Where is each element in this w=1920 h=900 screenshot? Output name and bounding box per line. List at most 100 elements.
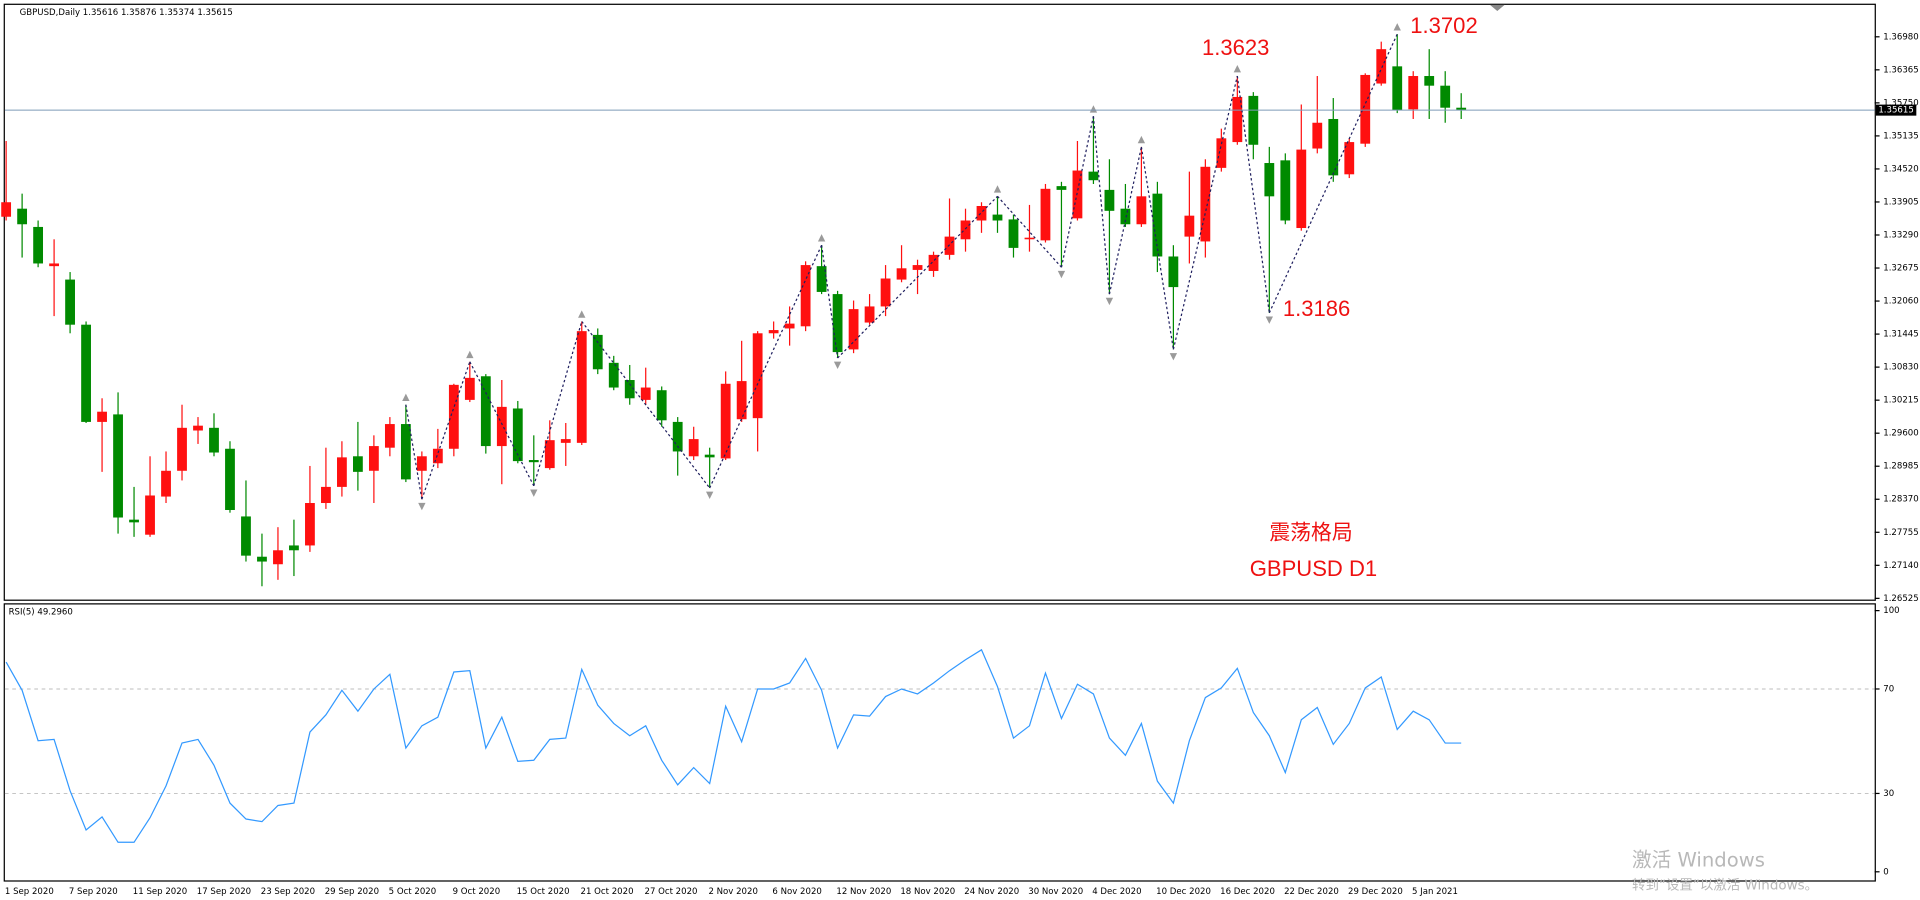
zigzag-segment [709, 244, 823, 489]
candle-body [1408, 76, 1419, 110]
candle-body [576, 331, 587, 443]
candle-body [480, 376, 491, 447]
candle-body [832, 294, 843, 353]
annotation: 震荡格局 [1269, 520, 1352, 544]
candle-body [432, 448, 443, 464]
candle-body [1056, 186, 1067, 190]
zigzag-segment [997, 195, 1062, 268]
pivot-arrow [530, 489, 538, 497]
candle-body [81, 324, 91, 422]
candle-body [992, 214, 1003, 221]
x-tick-label: 23 Sep 2020 [261, 887, 315, 897]
y-tick-label: 1.36980 [1883, 32, 1918, 42]
pivot-arrow [817, 234, 826, 242]
candle-body [1040, 188, 1051, 241]
candle-body [656, 390, 667, 421]
candle-body [1088, 171, 1099, 181]
x-tick-label: 9 Oct 2020 [453, 887, 501, 897]
x-tick-label: 22 Dec 2020 [1284, 887, 1339, 897]
candle-body [608, 362, 619, 388]
candle-body [1264, 163, 1275, 197]
candle-body [1216, 138, 1227, 168]
zigzag-segment [1108, 146, 1143, 295]
candle-body [624, 380, 635, 399]
annotation: 1.3623 [1202, 35, 1269, 60]
x-tick-label: 27 Oct 2020 [644, 887, 697, 897]
candle-body [560, 439, 571, 443]
zigzag-segment [405, 404, 423, 500]
candle-body [33, 226, 44, 264]
x-tick-label: 4 Dec 2020 [1092, 887, 1141, 897]
annotation: GBPUSD D1 [1250, 556, 1377, 581]
candle-body [1440, 85, 1451, 108]
candle-body [353, 456, 363, 472]
y-tick-label: 1.36365 [1883, 65, 1918, 75]
x-tick-label: 6 Nov 2020 [772, 887, 821, 897]
x-tick-label: 29 Sep 2020 [325, 887, 379, 897]
candle-body [1328, 118, 1339, 176]
pivot-arrow [1233, 64, 1242, 73]
rsi-title: RSI(5) 49.2960 [9, 607, 73, 617]
candle-body [113, 414, 123, 518]
x-tick-label: 21 Oct 2020 [581, 887, 634, 897]
candle-body [384, 424, 395, 448]
candle-body [896, 268, 907, 280]
x-tick-label: 10 Dec 2020 [1156, 887, 1211, 897]
zigzag-segment [820, 245, 839, 359]
candle-body [688, 439, 699, 457]
candle-body [816, 266, 827, 292]
zigzag-segment [581, 321, 711, 489]
y-tick-label: 100 [1883, 606, 1899, 616]
price-panel-frame [3, 3, 1876, 601]
shift-marker [1489, 4, 1505, 12]
candle-body [1024, 237, 1035, 240]
x-tick-label: 24 Nov 2020 [964, 887, 1019, 897]
candle-body [161, 470, 171, 497]
candle-body [1344, 142, 1355, 175]
candle-body [145, 495, 155, 535]
candle-body [1280, 160, 1291, 221]
y-tick-label: 1.27140 [1883, 561, 1918, 571]
candle-body [1424, 76, 1435, 86]
zigzag-segment [1092, 116, 1111, 295]
annotation: 1.3186 [1283, 296, 1350, 321]
y-tick-label: 1.35750 [1883, 98, 1918, 108]
candle-body [800, 265, 811, 327]
pivot-arrow [1265, 316, 1273, 324]
candle-body [1248, 95, 1259, 145]
y-tick-label: 1.34520 [1883, 164, 1918, 174]
candle-body [976, 205, 987, 221]
x-tick-label: 7 Sep 2020 [69, 887, 118, 897]
candle-body [209, 427, 219, 453]
candle-body [496, 406, 507, 447]
zigzag-segment [469, 361, 535, 487]
x-tick-label: 2 Nov 2020 [708, 887, 757, 897]
candle-body [289, 545, 299, 551]
pivot-arrow [1393, 23, 1401, 31]
pivot-arrow [993, 185, 1002, 193]
candle-body [1120, 208, 1131, 225]
pivot-arrow [1105, 297, 1114, 306]
pivot-arrow [833, 361, 842, 370]
candle-body [241, 516, 251, 556]
x-tick-label: 29 Dec 2020 [1348, 887, 1403, 897]
candle-body [512, 408, 523, 462]
candle-body [416, 456, 427, 471]
y-tick-label: 1.30215 [1883, 396, 1918, 406]
candle-body [448, 384, 459, 449]
last-price-box [1875, 104, 1917, 116]
candle-body [1296, 149, 1307, 229]
y-tick-label: 1.26525 [1883, 594, 1918, 604]
y-tick-label: 1.32060 [1883, 297, 1918, 307]
candle-body [1232, 96, 1243, 143]
candle-body [129, 519, 139, 523]
zigzag-segment [533, 321, 583, 486]
pivot-arrow [466, 350, 474, 359]
candle-body [864, 306, 875, 323]
chart-header: GBPUSD,Daily 1.35616 1.35876 1.35374 1.3… [20, 8, 233, 18]
watermark-subtitle: 转到“设置”以激活 Windows。 [1632, 877, 1818, 893]
rsi-panel-frame [3, 603, 1876, 882]
candle-body [1184, 215, 1195, 237]
